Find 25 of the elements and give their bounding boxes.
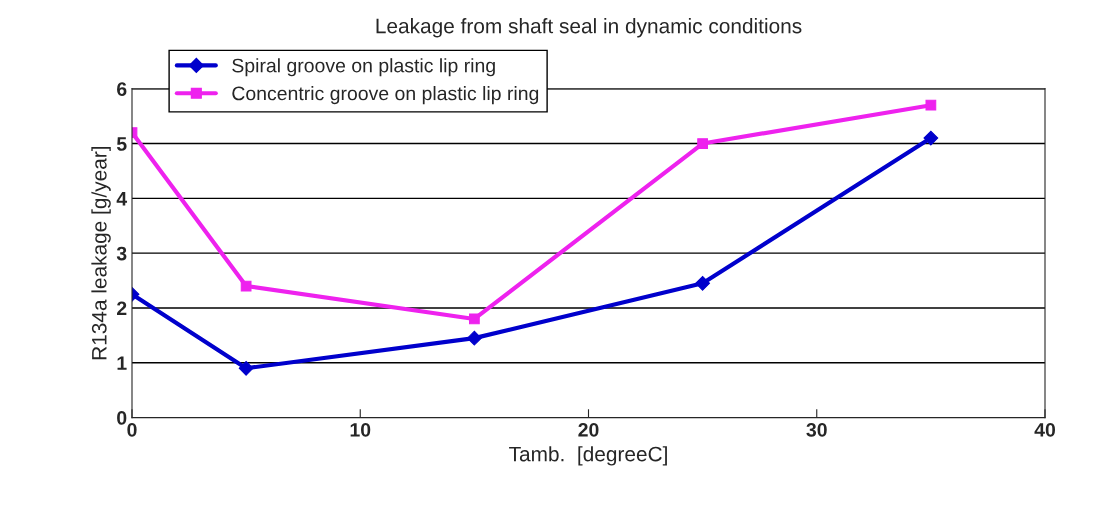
y-tick-label: 2 <box>117 301 127 316</box>
point <box>240 280 252 292</box>
x-axis-title: Tamb. [degreeC] <box>509 446 667 466</box>
y-tick-label: 4 <box>116 192 128 206</box>
y-tick-label: 0 <box>117 411 127 425</box>
x-tick-label: 40 <box>1034 422 1056 437</box>
point <box>468 313 480 325</box>
point <box>695 275 711 291</box>
x-tick-label: 0 <box>127 422 137 437</box>
point <box>466 330 482 346</box>
legend-label: Spiral groove on plastic lip ring <box>232 58 495 77</box>
point <box>925 99 937 111</box>
point <box>238 360 254 376</box>
y-tick-label: 3 <box>116 246 127 261</box>
legend-label: Concentric groove on plastic lip ring <box>232 86 539 105</box>
x-tick-label: 10 <box>350 422 371 437</box>
y-tick-label: 1 <box>117 356 127 370</box>
x-tick-label: 30 <box>806 422 827 437</box>
point <box>697 138 709 149</box>
point <box>923 130 939 146</box>
y-tick-label: 6 <box>117 82 127 96</box>
y-tick-label: 5 <box>116 137 127 151</box>
x-tick-label: 20 <box>578 422 599 437</box>
y-axis-title: R134a leakage [g/year] <box>91 146 111 360</box>
chart-title: Leakage from shaft seal in dynamic conditions <box>376 18 802 38</box>
